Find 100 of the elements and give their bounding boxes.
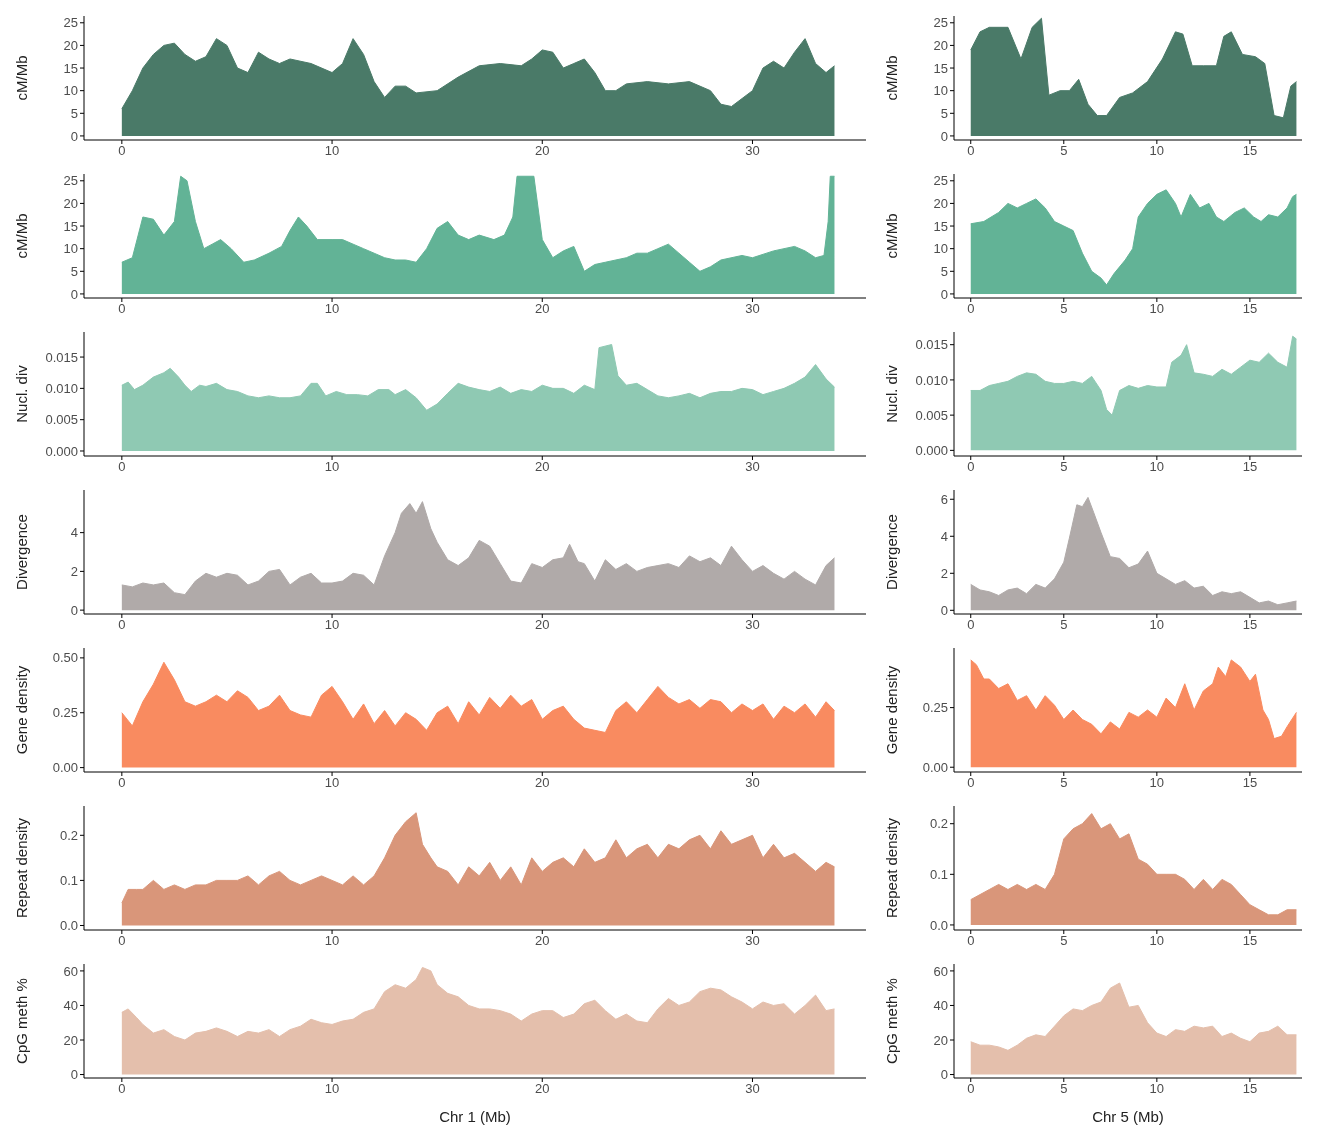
x-tick-label: 30 — [745, 1081, 760, 1097]
y-tick-label: 0.015 — [45, 349, 78, 365]
y-tick-label: 0.005 — [915, 407, 948, 423]
y-axis-title: Divergence — [13, 514, 31, 590]
x-axis-title: Chr 5 (Mb) — [1092, 1108, 1164, 1125]
x-tick-label: 30 — [745, 459, 760, 475]
x-tick-label: 5 — [1060, 933, 1068, 949]
y-tick-label: 15 — [933, 60, 948, 76]
y-tick-label: 0.1 — [59, 873, 78, 889]
x-tick-label: 10 — [1149, 617, 1165, 633]
y-tick-label: 0.00 — [52, 760, 78, 776]
x-tick-label: 15 — [1242, 459, 1258, 475]
y-tick-label: 0.25 — [922, 700, 948, 716]
x-tick-label: 20 — [535, 143, 550, 159]
x-tick-label: 10 — [1149, 933, 1165, 949]
x-tick-label: 15 — [1242, 1081, 1258, 1097]
y-tick-label: 0.000 — [915, 442, 948, 458]
y-tick-label: 20 — [933, 1032, 948, 1048]
y-tick-label: 60 — [933, 963, 948, 979]
y-tick-label: 20 — [63, 38, 78, 54]
y-tick-label: 15 — [933, 218, 948, 234]
x-tick-label: 0 — [967, 1081, 975, 1097]
y-tick-label: 0.015 — [915, 337, 948, 353]
x-tick-label: 15 — [1242, 143, 1258, 159]
x-tick-label: 15 — [1242, 301, 1258, 317]
y-tick-label: 0 — [940, 602, 948, 618]
x-tick-label: 30 — [745, 301, 760, 317]
y-tick-label: 25 — [63, 15, 78, 31]
y-tick-label: 6 — [940, 491, 948, 507]
y-axis-title: Divergence — [883, 514, 901, 590]
y-tick-label: 60 — [63, 963, 78, 979]
y-tick-label: 25 — [63, 173, 78, 189]
y-tick-label: 0.2 — [59, 827, 78, 843]
x-tick-label: 20 — [535, 1081, 550, 1097]
y-tick-label: 0.25 — [52, 705, 78, 721]
x-tick-label: 0 — [967, 143, 975, 159]
x-axis-title: Chr 1 (Mb) — [439, 1108, 511, 1125]
x-tick-label: 10 — [324, 459, 340, 475]
x-tick-label: 15 — [1242, 617, 1258, 633]
x-tick-label: 5 — [1060, 459, 1068, 475]
y-axis-title: Gene density — [13, 665, 31, 755]
y-tick-label: 0 — [940, 1067, 948, 1083]
x-tick-label: 10 — [324, 1081, 340, 1097]
x-tick-label: 30 — [745, 933, 760, 949]
x-tick-label: 15 — [1242, 933, 1258, 949]
x-tick-label: 15 — [1242, 775, 1258, 791]
x-tick-label: 0 — [118, 617, 126, 633]
y-axis-title: cM/Mb — [13, 213, 31, 259]
x-tick-label: 20 — [535, 459, 550, 475]
y-axis-title: Repeat density — [883, 817, 901, 919]
y-tick-label: 2 — [940, 565, 948, 581]
x-tick-label: 10 — [324, 301, 340, 317]
x-tick-label: 10 — [1149, 301, 1165, 317]
x-tick-label: 10 — [324, 775, 340, 791]
x-tick-label: 10 — [324, 143, 340, 159]
y-tick-label: 5 — [940, 105, 948, 121]
y-axis-title: cM/Mb — [883, 213, 901, 259]
x-tick-label: 0 — [118, 301, 126, 317]
y-tick-label: 0.005 — [45, 412, 78, 428]
y-tick-label: 15 — [63, 218, 78, 234]
y-tick-label: 10 — [933, 241, 948, 257]
y-tick-label: 40 — [933, 998, 948, 1014]
y-axis-title: cM/Mb — [13, 55, 31, 101]
x-tick-label: 20 — [535, 301, 550, 317]
y-tick-label: 5 — [70, 105, 78, 121]
x-tick-label: 30 — [745, 143, 760, 159]
x-tick-label: 5 — [1060, 143, 1068, 159]
y-tick-label: 20 — [63, 196, 78, 212]
y-axis-title: Nucl. div — [13, 364, 31, 423]
y-axis-title: cM/Mb — [883, 55, 901, 101]
y-tick-label: 2 — [70, 563, 78, 579]
y-tick-label: 0.010 — [45, 380, 78, 396]
x-tick-label: 10 — [1149, 459, 1165, 475]
y-tick-label: 10 — [933, 83, 948, 99]
y-tick-label: 20 — [933, 38, 948, 54]
x-tick-label: 5 — [1060, 775, 1068, 791]
y-tick-label: 25 — [933, 15, 948, 31]
x-tick-label: 20 — [535, 775, 550, 791]
y-axis-title: Nucl. div — [883, 364, 901, 423]
x-tick-label: 5 — [1060, 301, 1068, 317]
y-tick-label: 0.010 — [915, 372, 948, 388]
y-tick-label: 0.2 — [929, 816, 948, 832]
x-tick-label: 30 — [745, 775, 760, 791]
x-tick-label: 0 — [118, 459, 126, 475]
x-tick-label: 0 — [118, 1081, 126, 1097]
y-tick-label: 0 — [70, 602, 78, 618]
x-tick-label: 5 — [1060, 617, 1068, 633]
y-tick-label: 10 — [63, 83, 78, 99]
x-tick-label: 10 — [324, 933, 340, 949]
y-tick-label: 0 — [70, 286, 78, 302]
x-tick-label: 0 — [967, 459, 975, 475]
y-tick-label: 4 — [940, 528, 948, 544]
y-tick-label: 20 — [933, 196, 948, 212]
y-axis-title: Gene density — [883, 665, 901, 755]
y-tick-label: 0 — [940, 286, 948, 302]
y-tick-label: 0.0 — [929, 917, 948, 933]
x-tick-label: 10 — [1149, 143, 1165, 159]
x-tick-label: 0 — [118, 775, 126, 791]
x-tick-label: 5 — [1060, 1081, 1068, 1097]
x-tick-label: 10 — [1149, 775, 1165, 791]
